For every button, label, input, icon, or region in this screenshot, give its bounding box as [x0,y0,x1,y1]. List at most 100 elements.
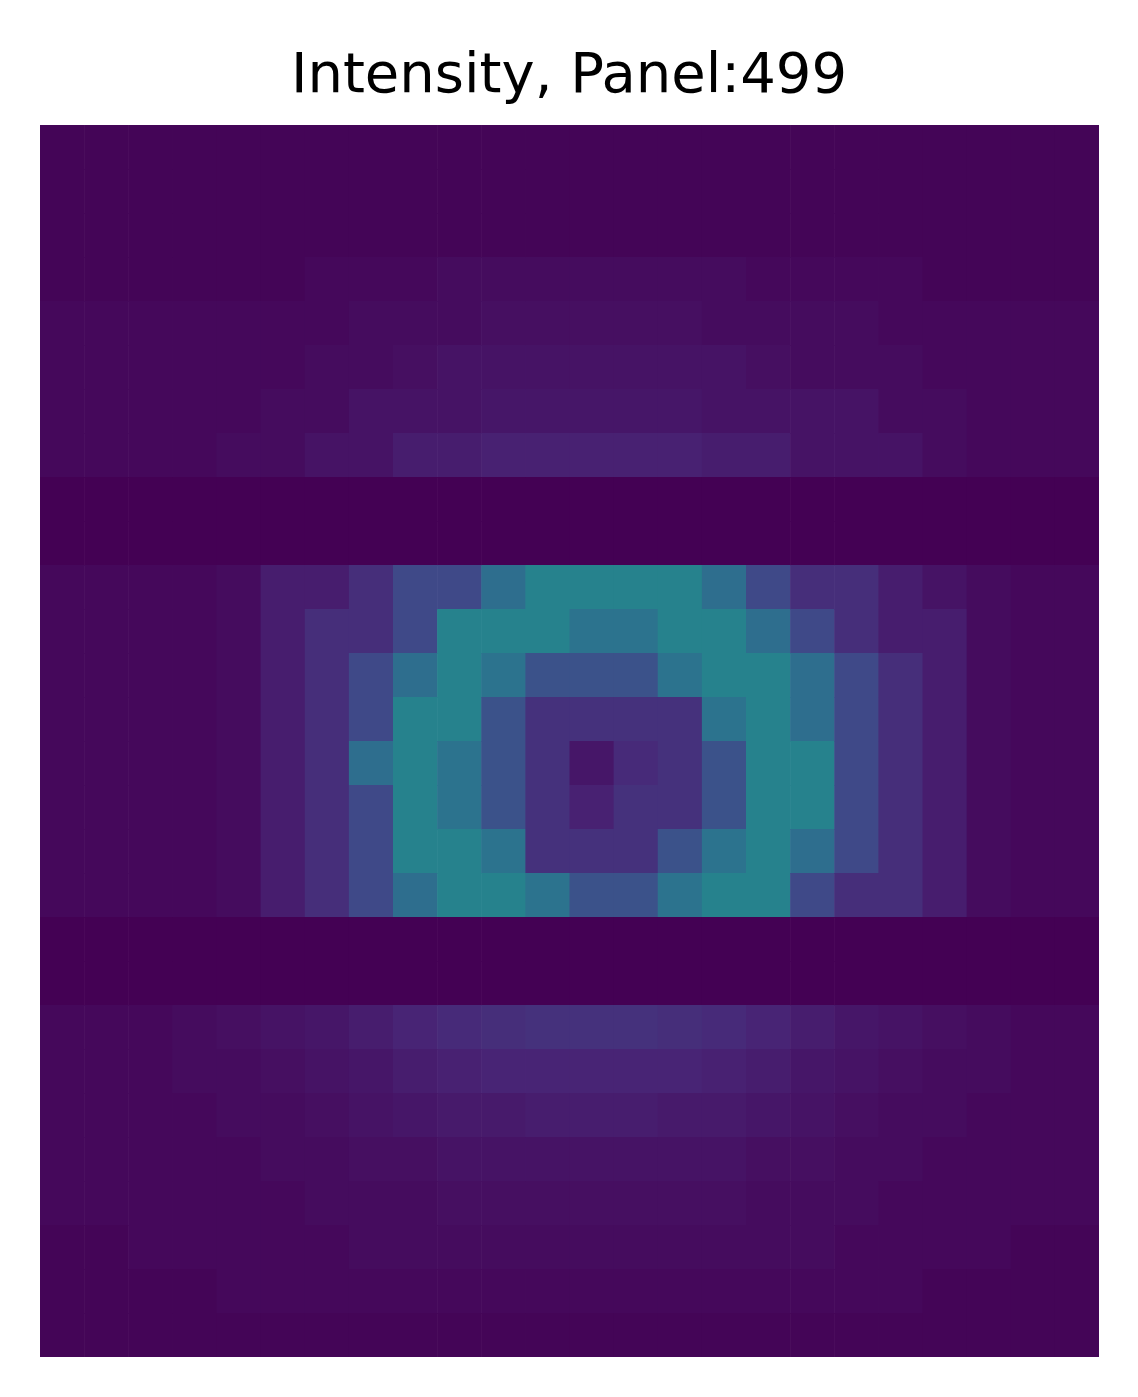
cell [878,653,923,698]
cell [614,565,659,610]
cell [1011,1049,1056,1094]
cell [172,653,217,698]
cell [923,169,968,214]
cell [172,917,217,962]
cell [658,213,703,258]
cell [349,1269,394,1314]
cell [702,521,747,566]
cell [172,301,217,346]
cell [349,697,394,742]
cell [437,213,482,258]
cell [217,1225,262,1270]
cell [172,1005,217,1050]
cell [570,565,615,610]
cell [525,829,570,874]
cell [790,1225,835,1270]
cell [967,213,1012,258]
cell [923,345,968,390]
cell [349,521,394,566]
cell [40,169,85,214]
cell [481,1137,526,1182]
cell [217,829,262,874]
cell [967,1137,1012,1182]
cell [437,741,482,786]
cell [525,1137,570,1182]
cell [437,1137,482,1182]
cell [658,1049,703,1094]
cell [570,477,615,522]
cell [658,741,703,786]
cell [570,169,615,214]
cell [393,521,438,566]
cell [393,961,438,1006]
cell [746,873,791,918]
cell [1055,1093,1099,1138]
cell [790,389,835,434]
cell [923,1005,968,1050]
cell [1011,301,1056,346]
cell [261,1313,306,1357]
cell [614,169,659,214]
cell [261,653,306,698]
cell [481,609,526,654]
cell [1055,1005,1099,1050]
cell [393,389,438,434]
cell [481,521,526,566]
cell [393,829,438,874]
cell [349,1005,394,1050]
cell [437,829,482,874]
cell [834,1137,879,1182]
cell [128,521,173,566]
cell [570,389,615,434]
cell [570,125,615,170]
cell [614,829,659,874]
cell [481,1225,526,1270]
cell [128,1093,173,1138]
chart: Intensity, Panel:499 [0,0,1138,1397]
cell [702,1225,747,1270]
cell [217,741,262,786]
cell [128,917,173,962]
cell [658,477,703,522]
cell [1011,1269,1056,1314]
cell [658,1181,703,1226]
cell [84,961,129,1006]
cell [84,1269,129,1314]
cell [834,741,879,786]
cell [481,961,526,1006]
cell [878,477,923,522]
cell [172,741,217,786]
cell [261,169,306,214]
cell [614,301,659,346]
cell [614,785,659,830]
cell [217,477,262,522]
cell [525,1225,570,1270]
cell [790,345,835,390]
cell [40,1269,85,1314]
cell [923,873,968,918]
cell [84,521,129,566]
cell [172,345,217,390]
cell [481,169,526,214]
cell [1011,1313,1056,1357]
cell [305,213,350,258]
cell [967,961,1012,1006]
cell [658,389,703,434]
cell [40,433,85,478]
cell [923,1225,968,1270]
cell [702,829,747,874]
cell [437,1181,482,1226]
cell [349,1181,394,1226]
cell [525,1313,570,1357]
cell [217,653,262,698]
cell [437,257,482,302]
cell [878,125,923,170]
cell [305,257,350,302]
cell [525,169,570,214]
cell [305,961,350,1006]
cell [1055,1137,1099,1182]
cell [967,609,1012,654]
cell [481,873,526,918]
cell [746,1049,791,1094]
cell [40,873,85,918]
